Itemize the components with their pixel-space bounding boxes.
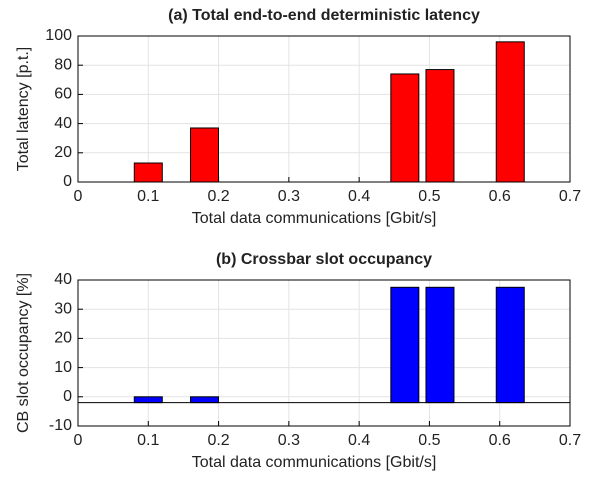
x-tick-label: 0	[74, 188, 83, 205]
y-tick-label: 30	[54, 300, 72, 317]
x-tick-label: 0.6	[489, 432, 511, 449]
bar	[133, 396, 163, 404]
x-tick-label: 0.5	[418, 432, 440, 449]
y-tick-label: -10	[49, 417, 72, 434]
x-tick-label: 0.2	[207, 188, 229, 205]
bar	[425, 286, 455, 404]
y-tick-label: 40	[54, 271, 72, 288]
bar	[190, 396, 220, 404]
x-tick-label: 0.3	[278, 432, 300, 449]
x-tick-label: 0.2	[207, 432, 229, 449]
y-tick-label: 0	[63, 388, 72, 405]
x-tick-label: 0.5	[418, 188, 440, 205]
y-tick-label: 0	[63, 173, 72, 190]
x-axis-label: Total data communications [Gbit/s]	[192, 210, 437, 227]
y-tick-label: 40	[54, 115, 72, 132]
x-tick-label: 0.3	[278, 188, 300, 205]
bar	[425, 69, 455, 183]
y-tick-label: 100	[45, 27, 72, 44]
x-axis-label: Total data communications [Gbit/s]	[192, 454, 437, 471]
axes-box	[77, 279, 571, 427]
y-axis-label: Total latency [p.t.]	[15, 47, 32, 172]
x-tick-label: 0	[74, 432, 83, 449]
x-tick-label: 0.6	[489, 188, 511, 205]
x-tick-label: 0.1	[137, 188, 159, 205]
x-tick-label: 0.4	[348, 188, 370, 205]
bar	[390, 286, 420, 404]
y-tick-label: 60	[54, 86, 72, 103]
y-tick-label: 20	[54, 144, 72, 161]
chart-title: (b) Crossbar slot occupancy	[216, 251, 432, 268]
x-tick-label: 0.7	[559, 432, 581, 449]
bar	[133, 162, 163, 183]
bar	[495, 286, 525, 404]
bar	[390, 73, 420, 183]
y-tick-label: 20	[54, 330, 72, 347]
y-axis-label: CB slot occupancy [%]	[15, 273, 32, 433]
bar	[190, 127, 220, 183]
y-tick-label: 80	[54, 56, 72, 73]
bar	[495, 41, 525, 183]
x-tick-label: 0.1	[137, 432, 159, 449]
y-tick-label: 10	[54, 359, 72, 376]
x-tick-label: 0.7	[559, 188, 581, 205]
x-tick-label: 0.4	[348, 432, 370, 449]
chart-title: (a) Total end-to-end deterministic laten…	[168, 7, 480, 24]
axes-box	[77, 35, 571, 183]
